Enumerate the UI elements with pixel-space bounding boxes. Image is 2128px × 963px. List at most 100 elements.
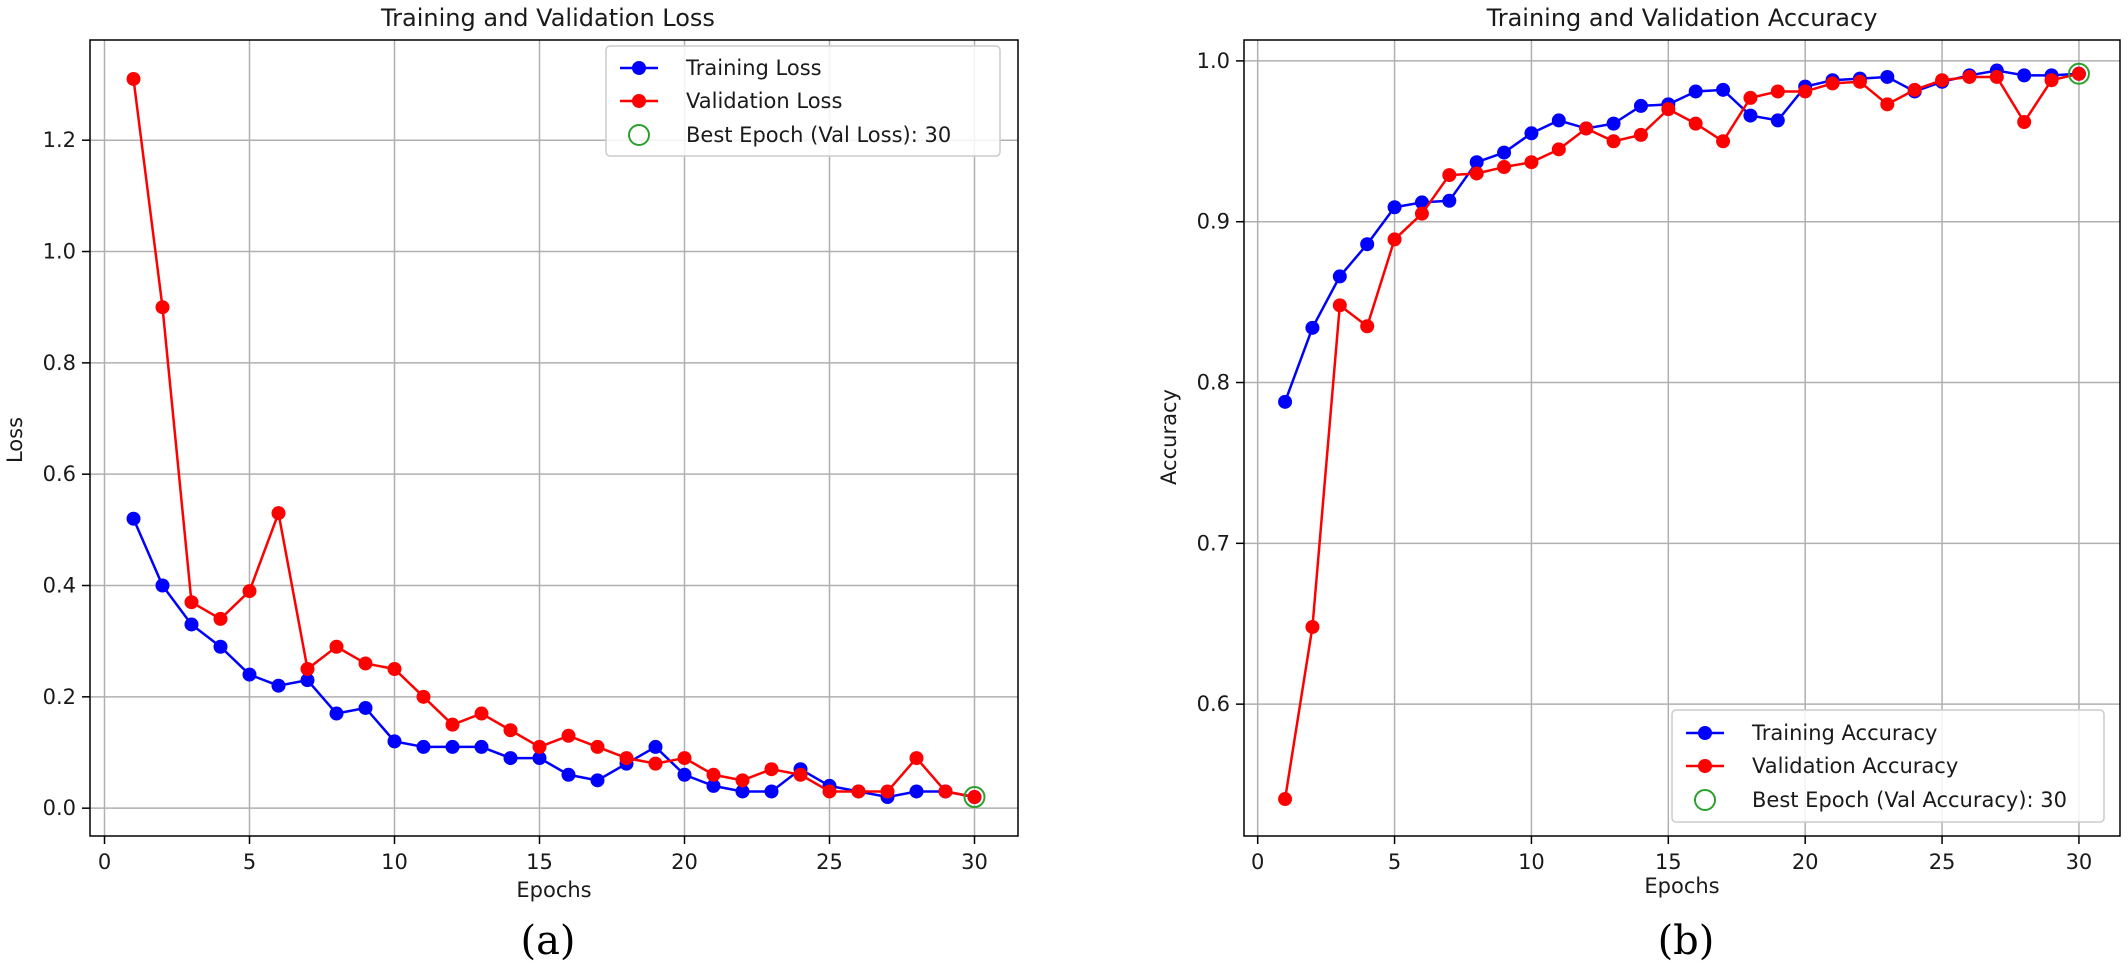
accuracy-chart-validation-accuracy-point [1989,69,2004,84]
loss-chart-validation-loss-point [184,595,199,610]
loss-chart-training-loss-point [213,639,228,654]
loss-chart-validation-loss-point [967,790,982,805]
accuracy-chart-y-axis-label: Accuracy [1157,389,1181,485]
accuracy-chart-training-accuracy-point [1770,113,1785,128]
loss-chart-training-loss-point [300,673,315,688]
loss-chart: Training and Validation Loss 0 5 10 15 20 25 3… [3,4,1019,963]
loss-chart-y-tick-label: 1.2 [43,128,76,152]
accuracy-chart-training-accuracy-point [1278,394,1293,409]
loss-chart-x-ticks: 0 5 10 15 20 25 30 [98,836,988,874]
accuracy-chart-validation-accuracy-point [1743,90,1758,105]
accuracy-chart-y-tick-label: 0.8 [1197,371,1230,395]
accuracy-chart-training-accuracy-point [1880,69,1895,84]
accuracy-chart-x-tick-label: 20 [1792,850,1819,874]
accuracy-chart-validation-accuracy-point [1305,619,1320,634]
loss-chart-x-tick-label: 0 [98,850,111,874]
accuracy-chart-validation-accuracy-point [1935,73,1950,88]
loss-chart-validation-loss-point [822,784,837,799]
loss-chart-validation-loss-point [474,706,489,721]
loss-chart-validation-loss-point [329,639,344,654]
loss-chart-y-tick-label: 0.4 [43,574,76,598]
accuracy-chart-training-accuracy-point [2017,68,2032,83]
loss-chart-training-loss-point [561,767,576,782]
accuracy-chart-x-axis-label: Epochs [1644,874,1719,898]
accuracy-chart-validation-accuracy-point [1880,97,1895,112]
loss-chart-validation-loss-point [532,739,547,754]
accuracy-chart-training-accuracy-point [1743,108,1758,123]
loss-chart-validation-loss-point [300,662,315,677]
accuracy-chart-validation-accuracy-point [1907,82,1922,97]
loss-chart-validation-loss-point [503,723,518,738]
loss-chart-validation-loss-point [387,662,402,677]
loss-chart-validation-loss-point [880,784,895,799]
accuracy-chart-validation-accuracy-point [1414,206,1429,221]
loss-chart-y-tick-label: 0.8 [43,351,76,375]
accuracy-chart-validation-accuracy-point [1852,74,1867,89]
accuracy-chart-training-accuracy-point [1387,200,1402,215]
accuracy-chart-validation-accuracy-point [1579,121,1594,136]
accuracy-chart-x-tick-label: 0 [1251,850,1264,874]
loss-chart-training-loss-point [909,784,924,799]
accuracy-chart-x-tick-label: 15 [1655,850,1682,874]
loss-chart-y-axis-label: Loss [3,417,27,463]
accuracy-chart-training-accuracy-point [1606,116,1621,131]
accuracy-chart-legend-marker-best [1694,789,1716,811]
accuracy-chart-validation-accuracy-point [2017,115,2032,130]
loss-chart-y-tick-label: 0.6 [43,462,76,486]
accuracy-chart-title: Training and Validation Accuracy [1486,4,1878,32]
loss-chart-validation-loss-point [677,751,692,766]
accuracy-chart-legend-box [1671,709,2105,823]
accuracy-chart-validation-accuracy-point [1332,298,1347,313]
loss-chart-caption: (a) [520,918,575,963]
accuracy-chart-validation-accuracy-point [1716,134,1731,149]
accuracy-chart-validation-accuracy-point [1688,116,1703,131]
accuracy-chart-training-accuracy-point [1688,84,1703,99]
accuracy-chart-training-accuracy-point [1551,113,1566,128]
accuracy-chart-validation-accuracy-point [1524,155,1539,170]
loss-chart-plot-frame [89,39,1019,837]
accuracy-chart-training-accuracy-point [1305,320,1320,335]
loss-chart-series [126,71,986,809]
accuracy-chart-y-ticks: 0.6 0.7 0.8 0.9 1.0 [1197,49,1244,716]
accuracy-chart-validation-accuracy-point [1551,142,1566,157]
loss-chart-training-loss-point [184,617,199,632]
accuracy-chart-training-accuracy-point [1442,193,1457,208]
loss-chart-x-tick-label: 15 [526,850,553,874]
loss-chart-y-ticks: 0.0 0.2 0.4 0.6 0.8 1.0 1.2 [43,128,90,820]
accuracy-chart-training-accuracy-point [1716,82,1731,97]
loss-chart-x-tick-label: 20 [671,850,698,874]
accuracy-chart-legend-label-best: Best Epoch (Val Accuracy): 30 [1752,788,2067,812]
accuracy-chart-x-tick-label: 10 [1518,850,1545,874]
loss-chart-validation-loss-point [706,767,721,782]
accuracy-chart-validation-accuracy-point [1770,84,1785,99]
loss-chart-best-epoch-marker [963,786,986,809]
loss-chart-legend-marker-validation [632,94,646,108]
loss-chart-validation-loss-point [445,717,460,732]
accuracy-chart-training-accuracy-point [1497,145,1512,160]
loss-chart-title: Training and Validation Loss [380,4,715,32]
accuracy-chart-training-accuracy-point [1332,269,1347,284]
loss-chart-training-loss-point [126,511,141,526]
accuracy-chart-x-tick-label: 30 [2066,850,2093,874]
accuracy-chart-validation-accuracy-point [2071,66,2086,81]
loss-chart-training-loss-point [387,734,402,749]
accuracy-chart: Training and Validation Accuracy 0 5 10 15 2… [1157,4,2121,963]
loss-chart-x-tick-label: 10 [381,850,408,874]
loss-chart-training-loss-point [735,784,750,799]
loss-chart-legend-label-training: Training Loss [685,56,822,80]
accuracy-chart-legend-label-validation: Validation Accuracy [1752,754,1958,778]
accuracy-chart-validation-accuracy-point [2044,73,2059,88]
loss-chart-x-tick-label: 30 [961,850,988,874]
loss-chart-x-axis-label: Epochs [516,878,591,902]
loss-chart-legend-label-best: Best Epoch (Val Loss): 30 [686,123,951,147]
loss-chart-validation-loss-point [358,656,373,671]
accuracy-chart-x-ticks: 0 5 10 15 20 25 30 [1251,836,2092,874]
loss-chart-validation-loss-point [271,506,286,521]
loss-chart-grid [90,40,1018,836]
loss-chart-training-loss-point [242,667,257,682]
loss-chart-training-loss-point [358,700,373,715]
loss-chart-training-loss-point [329,706,344,721]
loss-chart-training-loss-point [590,773,605,788]
accuracy-chart-caption: (b) [1658,918,1715,963]
